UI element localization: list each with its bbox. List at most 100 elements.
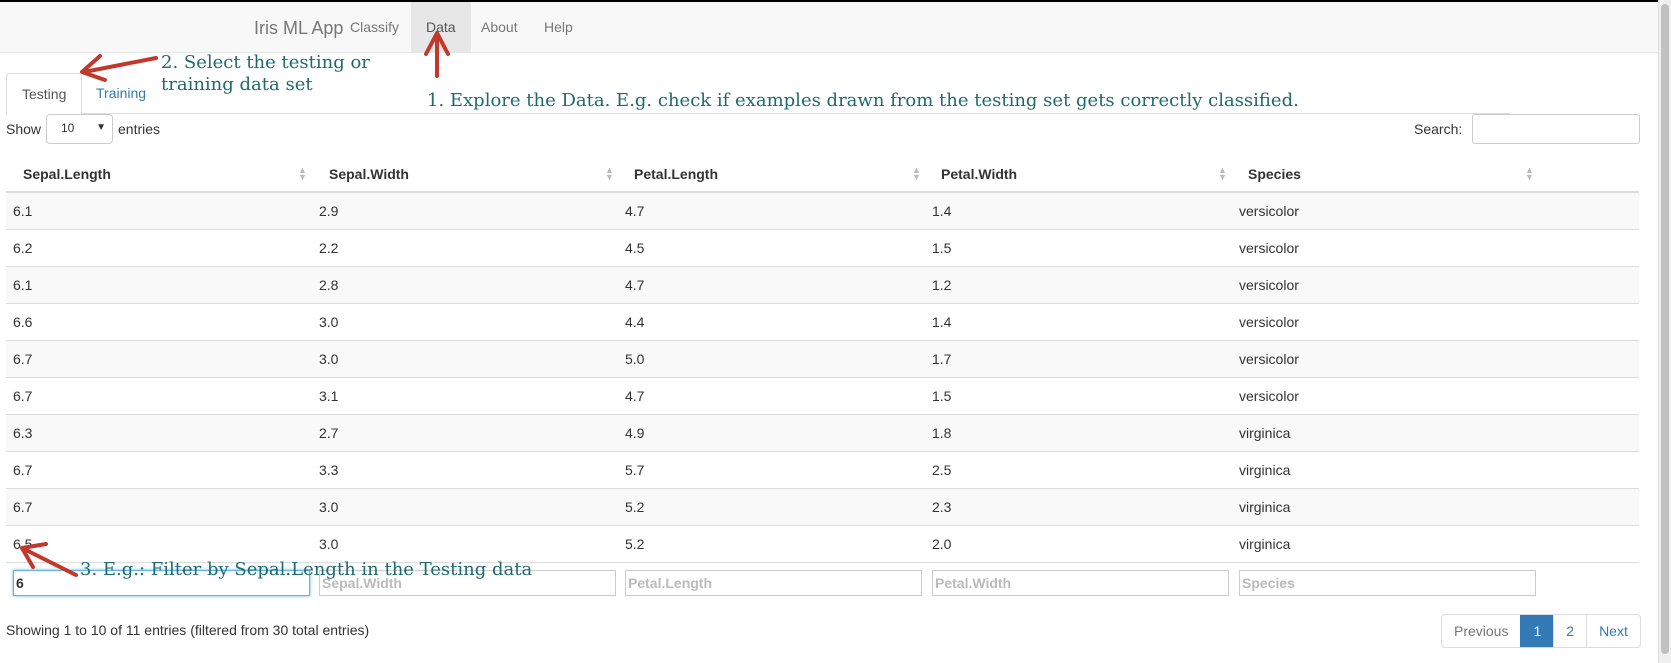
cell-sepal-width: 2.8: [319, 277, 339, 293]
next-page-button[interactable]: Next: [1586, 615, 1640, 647]
filter-petal-width-input[interactable]: Petal.Width: [932, 570, 1229, 596]
cell-sepal-length: 6.1: [13, 203, 33, 219]
cell-sepal-length: 6.7: [13, 499, 33, 515]
table-header: Sepal.Length ▲ ▼ Sepal.Width ▲ ▼ Petal.Len…: [6, 155, 1639, 193]
data-table: Sepal.Length ▲ ▼ Sepal.Width ▲ ▼ Petal.Len…: [6, 155, 1639, 607]
filter-sepal-width-input[interactable]: Sepal.Width: [319, 570, 616, 596]
annotation-step-2-line-1: 2. Select the testing or: [161, 52, 370, 73]
cell-sepal-width: 2.7: [319, 425, 339, 441]
cell-sepal-length: 6.2: [13, 240, 33, 256]
sort-icon[interactable]: ▲ ▼: [1218, 165, 1227, 182]
table-info-text: Showing 1 to 10 of 11 entries (filtered …: [6, 622, 370, 638]
table-row[interactable]: 6.2 2.2 4.5 1.5 versicolor: [6, 230, 1639, 267]
cell-petal-length: 5.0: [625, 351, 645, 367]
cell-petal-width: 1.7: [932, 351, 952, 367]
table-row[interactable]: 6.3 2.7 4.9 1.8 virginica: [6, 415, 1639, 452]
cell-sepal-length: 6.3: [13, 425, 33, 441]
cell-petal-length: 4.9: [625, 425, 645, 441]
previous-page-button[interactable]: Previous: [1454, 623, 1509, 639]
table-row[interactable]: 6.7 3.0 5.2 2.3 virginica: [6, 489, 1639, 526]
table-row[interactable]: 6.7 3.1 4.7 1.5 versicolor: [6, 378, 1639, 415]
filter-petal-length-input[interactable]: Petal.Length: [625, 570, 922, 596]
cell-species: versicolor: [1239, 314, 1299, 330]
cell-petal-width: 1.5: [932, 240, 952, 256]
cell-sepal-width: 3.0: [319, 351, 339, 367]
cell-petal-width: 1.4: [932, 203, 952, 219]
table-row[interactable]: 6.7 3.0 5.0 1.7 versicolor: [6, 341, 1639, 378]
table-row[interactable]: 6.7 3.3 5.7 2.5 virginica: [6, 452, 1639, 489]
cell-petal-width: 2.5: [932, 462, 952, 478]
filter-sepal-length-input[interactable]: 6: [13, 570, 310, 596]
cell-petal-length: 4.7: [625, 388, 645, 404]
cell-sepal-length: 6.7: [13, 388, 33, 404]
cell-petal-length: 5.2: [625, 536, 645, 552]
tab-training[interactable]: Training: [96, 85, 147, 101]
cell-petal-width: 1.5: [932, 388, 952, 404]
annotation-step-1: 1. Explore the Data. E.g. check if examp…: [427, 90, 1299, 111]
entries-per-page-value: 10: [61, 121, 75, 135]
tab-testing[interactable]: Testing: [6, 73, 83, 115]
column-header-petal-width[interactable]: Petal.Width: [941, 166, 1018, 182]
arrow-to-data-tab: [424, 31, 450, 78]
cell-species: virginica: [1239, 425, 1291, 441]
table-row[interactable]: 6.1 2.9 4.7 1.4 versicolor: [6, 193, 1639, 230]
cell-petal-width: 1.8: [932, 425, 952, 441]
cell-species: versicolor: [1239, 351, 1299, 367]
length-show-label: Show: [6, 121, 42, 137]
entries-per-page-select[interactable]: 10 ▼: [46, 114, 113, 144]
page-button-2[interactable]: 2: [1553, 615, 1586, 647]
cell-petal-width: 2.3: [932, 499, 952, 515]
arrow-to-filter-input: [20, 542, 78, 577]
cell-sepal-width: 3.1: [319, 388, 339, 404]
cell-sepal-width: 3.0: [319, 499, 339, 515]
filter-species-input[interactable]: Species: [1239, 570, 1536, 596]
cell-petal-width: 1.4: [932, 314, 952, 330]
cell-petal-length: 4.7: [625, 203, 645, 219]
cell-petal-length: 5.2: [625, 499, 645, 515]
cell-sepal-width: 3.0: [319, 314, 339, 330]
cell-species: virginica: [1239, 499, 1291, 515]
cell-sepal-length: 6.7: [13, 462, 33, 478]
column-header-petal-length[interactable]: Petal.Length: [634, 166, 719, 182]
window-top-border: [0, 0, 1671, 2]
cell-sepal-length: 6.7: [13, 351, 33, 367]
page-button-1[interactable]: 1: [1520, 615, 1554, 647]
cell-species: versicolor: [1239, 203, 1299, 219]
cell-sepal-length: 6.6: [13, 314, 33, 330]
search-input[interactable]: [1472, 114, 1640, 144]
cell-species: versicolor: [1239, 388, 1299, 404]
nav-item-classify[interactable]: Classify: [350, 19, 400, 35]
scrollbar-thumb[interactable]: [1661, 4, 1669, 654]
table-row[interactable]: 6.6 3.0 4.4 1.4 versicolor: [6, 304, 1639, 341]
nav-item-help[interactable]: Help: [544, 19, 573, 35]
data-tabs: Testing Training: [6, 73, 1510, 115]
column-header-sepal-length[interactable]: Sepal.Length: [23, 166, 111, 182]
cell-petal-length: 4.5: [625, 240, 645, 256]
cell-sepal-width: 2.9: [319, 203, 339, 219]
column-filters: 6 Sepal.Width Petal.Length Petal.Width S…: [6, 563, 1639, 607]
sort-icon[interactable]: ▲ ▼: [605, 165, 614, 182]
cell-sepal-width: 3.0: [319, 536, 339, 552]
cell-petal-width: 2.0: [932, 536, 952, 552]
cell-species: virginica: [1239, 462, 1291, 478]
column-header-sepal-width[interactable]: Sepal.Width: [329, 166, 409, 182]
navbar-brand[interactable]: Iris ML App: [254, 18, 344, 38]
cell-species: virginica: [1239, 536, 1291, 552]
column-header-species[interactable]: Species: [1248, 166, 1301, 182]
cell-petal-length: 4.4: [625, 314, 645, 330]
cell-petal-width: 1.2: [932, 277, 952, 293]
sort-icon[interactable]: ▲ ▼: [298, 165, 307, 182]
navbar: Iris ML App Classify Data About Help: [0, 2, 1658, 53]
cell-species: versicolor: [1239, 277, 1299, 293]
sort-icon[interactable]: ▲ ▼: [912, 165, 921, 182]
cell-sepal-width: 2.2: [319, 240, 339, 256]
table-row[interactable]: 6.1 2.8 4.7 1.2 versicolor: [6, 267, 1639, 304]
nav-item-about[interactable]: About: [481, 19, 518, 35]
chevron-down-icon: ▼: [96, 122, 106, 133]
cell-species: versicolor: [1239, 240, 1299, 256]
cell-petal-length: 5.7: [625, 462, 645, 478]
annotation-step-2-line-2: training data set: [161, 74, 313, 95]
arrow-to-testing-tab: [80, 54, 158, 82]
sort-icon[interactable]: ▲ ▼: [1525, 165, 1534, 182]
